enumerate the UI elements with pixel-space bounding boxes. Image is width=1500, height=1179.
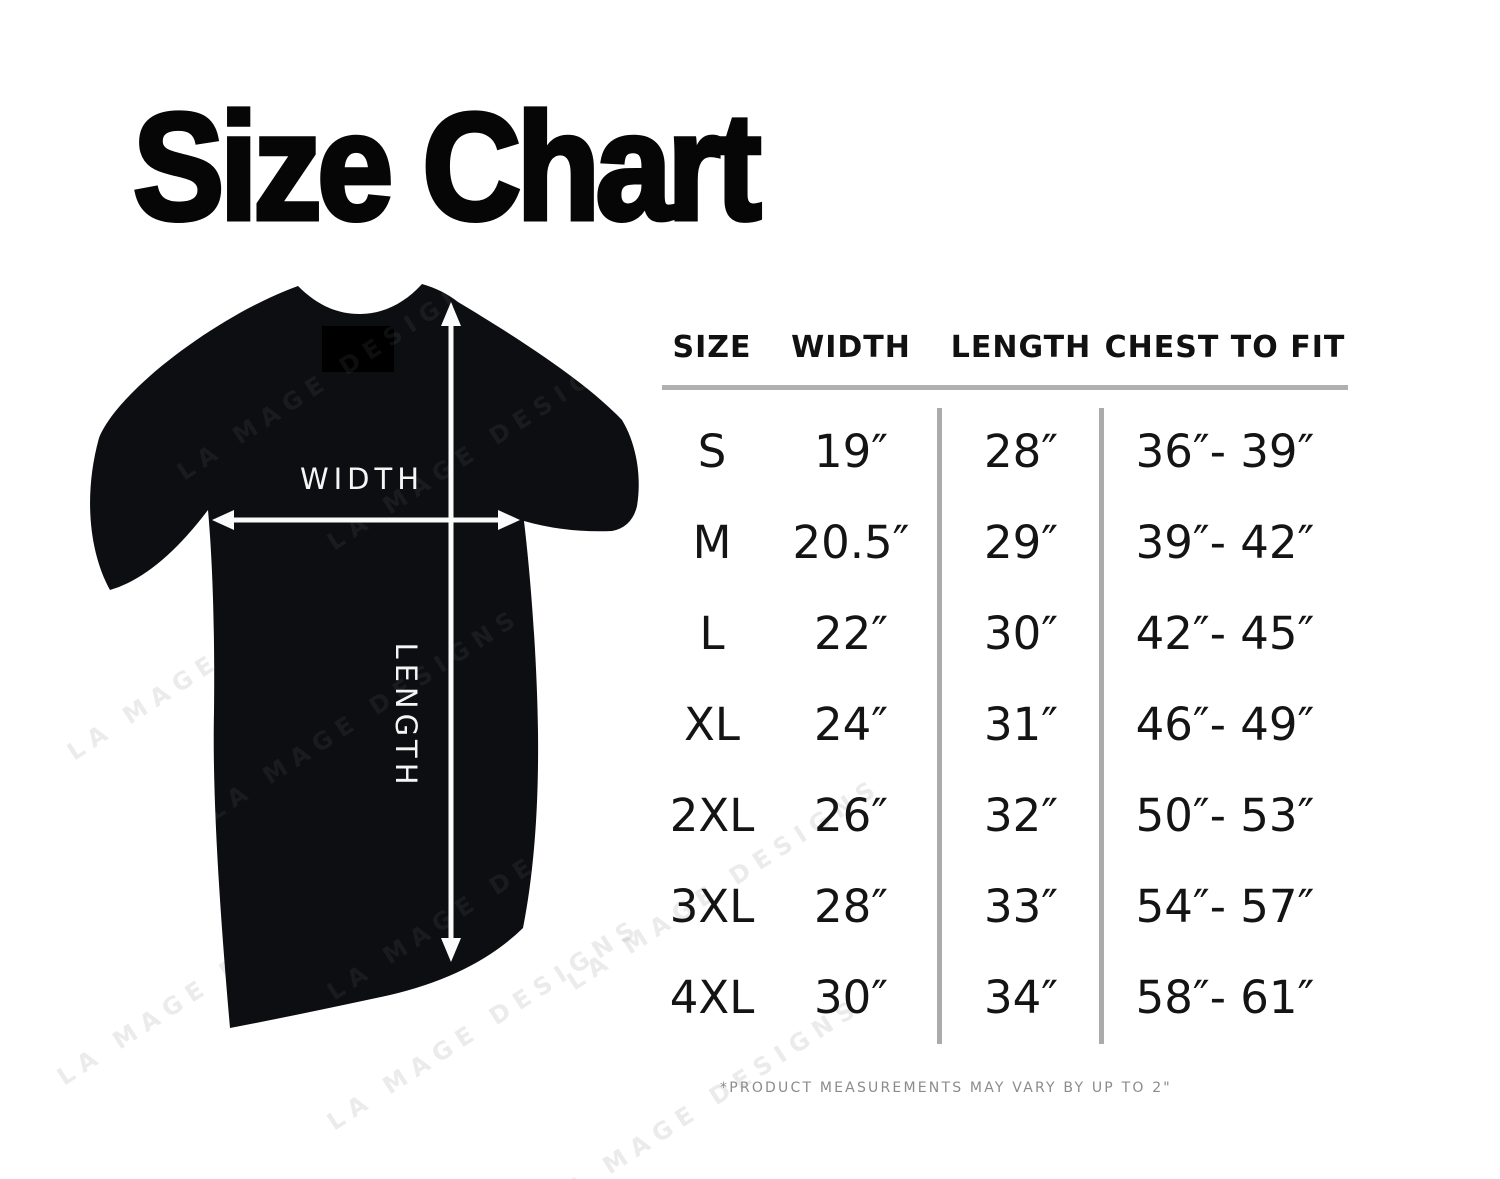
table-column-divider — [1099, 408, 1104, 1044]
page-title: Size Chart — [131, 82, 764, 252]
table-column-divider — [937, 408, 942, 1044]
cell-size: XL — [684, 698, 740, 751]
cell-chest: 46″- 49″ — [1135, 698, 1315, 751]
cell-width: 30″ — [813, 971, 889, 1024]
length-arrow — [441, 302, 461, 962]
cell-chest: 58″- 61″ — [1135, 971, 1315, 1024]
cell-width: 20.5″ — [792, 516, 910, 569]
cell-length: 32″ — [983, 789, 1059, 842]
cell-length: 30″ — [983, 607, 1059, 660]
width-arrow-label: WIDTH — [300, 462, 424, 496]
cell-chest: 36″- 39″ — [1135, 425, 1315, 478]
cell-width: 19″ — [813, 425, 889, 478]
cell-width: 28″ — [813, 880, 889, 933]
cell-size: S — [697, 425, 727, 478]
cell-size: 4XL — [669, 971, 755, 1024]
col-header-size: SIZE — [672, 329, 752, 365]
cell-length: 28″ — [983, 425, 1059, 478]
cell-chest: 54″- 57″ — [1135, 880, 1315, 933]
cell-size: M — [692, 516, 732, 569]
table-row: M 20.5″ 29″ 39″- 42″ — [662, 497, 1348, 588]
table-row: XL 24″ 31″ 46″- 49″ — [662, 679, 1348, 770]
table-row: 3XL 28″ 33″ 54″- 57″ — [662, 861, 1348, 952]
neck-label — [322, 326, 394, 372]
width-arrow — [212, 510, 520, 530]
cell-width: 22″ — [813, 607, 889, 660]
tshirt-measurement-diagram: WIDTH LENGTH — [90, 284, 639, 1028]
footnote: *PRODUCT MEASUREMENTS MAY VARY BY UP TO … — [720, 1080, 1172, 1096]
cell-length: 34″ — [983, 971, 1059, 1024]
table-body: S 19″ 28″ 36″- 39″ M 20.5″ 29″ 39″- 42″ … — [662, 406, 1348, 1043]
tshirt-silhouette — [90, 284, 639, 1028]
col-header-length: LENGTH — [950, 329, 1092, 365]
length-arrow-label: LENGTH — [389, 642, 423, 789]
cell-length: 29″ — [983, 516, 1059, 569]
table-header-row: SIZE WIDTH LENGTH CHEST TO FIT — [662, 322, 1348, 372]
cell-length: 31″ — [983, 698, 1059, 751]
table-row: 4XL 30″ 34″ 58″- 61″ — [662, 952, 1348, 1043]
table-row: 2XL 26″ 32″ 50″- 53″ — [662, 770, 1348, 861]
cell-size: 2XL — [669, 789, 755, 842]
cell-size: 3XL — [669, 880, 755, 933]
table-row: L 22″ 30″ 42″- 45″ — [662, 588, 1348, 679]
cell-chest: 50″- 53″ — [1135, 789, 1315, 842]
cell-chest: 39″- 42″ — [1135, 516, 1315, 569]
col-header-chest: CHEST TO FIT — [1104, 329, 1346, 365]
size-table: SIZE WIDTH LENGTH CHEST TO FIT S 19″ 28″… — [662, 322, 1348, 1044]
cell-size: L — [699, 607, 725, 660]
cell-length: 33″ — [983, 880, 1059, 933]
cell-chest: 42″- 45″ — [1135, 607, 1315, 660]
table-row: S 19″ 28″ 36″- 39″ — [662, 406, 1348, 497]
cell-width: 26″ — [813, 789, 889, 842]
table-header-divider — [662, 385, 1348, 390]
col-header-width: WIDTH — [791, 329, 911, 365]
cell-width: 24″ — [813, 698, 889, 751]
